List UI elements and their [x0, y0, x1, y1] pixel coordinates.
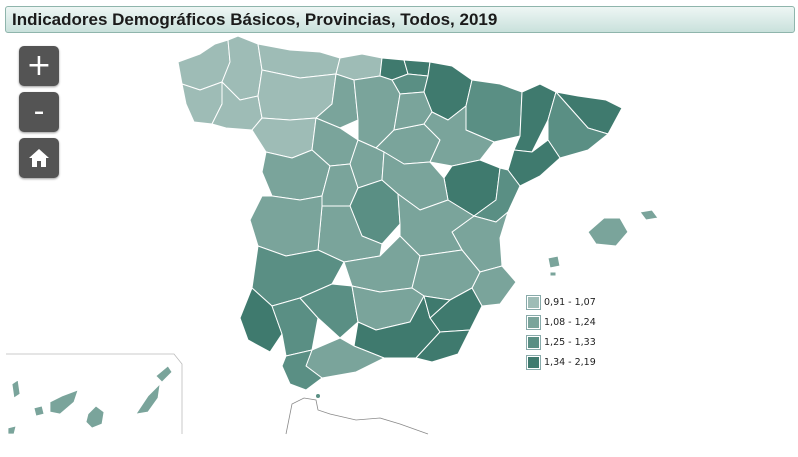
legend-swatch [526, 314, 541, 330]
province-ceuta[interactable] [316, 394, 320, 398]
coast-outline [285, 397, 429, 435]
province-santa-cruz-la-palma[interactable] [11, 379, 21, 399]
province-las-palmas-fuerteventura[interactable] [135, 382, 161, 415]
province-huesca[interactable] [465, 79, 523, 143]
province-tarragona[interactable] [507, 139, 561, 187]
legend-item: 0,91 - 1,07 [526, 292, 596, 312]
home-button[interactable] [19, 138, 59, 178]
legend-label: 1,25 - 1,33 [544, 336, 596, 348]
plus-icon: + [26, 48, 52, 83]
province-cadiz[interactable] [281, 349, 323, 391]
province-baleares-menorca[interactable] [639, 209, 659, 221]
legend-item: 1,25 - 1,33 [526, 332, 596, 352]
legend-label: 0,91 - 1,07 [544, 296, 596, 308]
minus-icon: - [33, 94, 45, 129]
legend-item: 1,34 - 2,19 [526, 352, 596, 372]
province-santa-cruz-tenerife[interactable] [49, 389, 79, 415]
province-cuenca[interactable] [397, 193, 475, 257]
province-almeria[interactable] [415, 295, 471, 363]
canarias-inset-frame [6, 353, 183, 434]
province-las-palmas-lanzarote[interactable] [155, 365, 173, 383]
map-title: Indicadores Demográficos Básicos, Provin… [12, 10, 498, 29]
province-salamanca[interactable] [261, 149, 331, 201]
province-baleares-mallorca[interactable] [587, 217, 629, 247]
province-santa-cruz-hierro[interactable] [7, 425, 17, 435]
legend-swatch [526, 334, 541, 350]
legend-swatch [526, 294, 541, 310]
legend: 0,91 - 1,07 1,08 - 1,24 1,25 - 1,33 1,34… [526, 292, 596, 372]
zoom-in-button[interactable]: + [19, 46, 59, 86]
legend-swatch [526, 354, 541, 370]
province-caceres[interactable] [249, 195, 323, 257]
legend-item: 1,08 - 1,24 [526, 312, 596, 332]
province-santa-cruz-gomera[interactable] [33, 405, 45, 417]
province-las-palmas-gran-canaria[interactable] [85, 405, 105, 429]
legend-label: 1,08 - 1,24 [544, 316, 596, 328]
legend-label: 1,34 - 2,19 [544, 356, 596, 368]
province-lleida[interactable] [513, 83, 557, 153]
zoom-out-button[interactable]: - [19, 92, 59, 132]
home-icon [29, 149, 49, 167]
province-baleares-ibiza[interactable] [547, 255, 561, 269]
province-baleares-formentera[interactable] [549, 271, 557, 277]
title-bar: Indicadores Demográficos Básicos, Provin… [5, 6, 795, 33]
